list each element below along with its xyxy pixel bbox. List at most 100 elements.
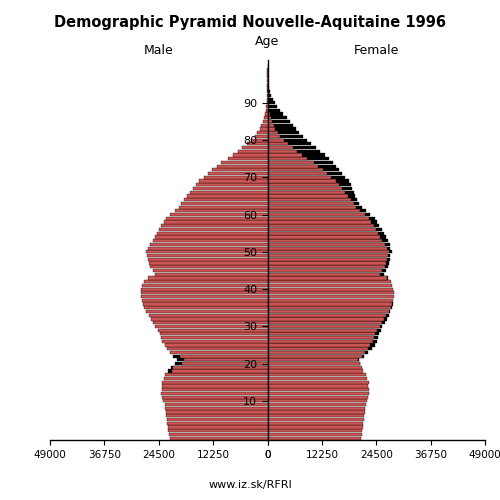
Bar: [268, 298, 393, 302]
Title: Female: Female: [354, 44, 399, 58]
Bar: [258, 131, 268, 134]
Bar: [265, 112, 268, 116]
Bar: [262, 120, 268, 123]
Bar: [268, 314, 388, 317]
Bar: [268, 190, 354, 194]
Bar: [268, 254, 390, 257]
Bar: [268, 120, 272, 123]
Bar: [166, 216, 268, 220]
Bar: [268, 306, 392, 310]
Bar: [268, 190, 344, 194]
Bar: [268, 318, 384, 320]
Bar: [268, 220, 377, 224]
Bar: [148, 276, 268, 280]
Bar: [148, 314, 268, 317]
Bar: [268, 306, 392, 310]
Bar: [268, 146, 293, 149]
Bar: [268, 302, 392, 306]
Bar: [268, 384, 368, 388]
Bar: [149, 262, 268, 264]
Bar: [268, 206, 356, 208]
Bar: [268, 183, 339, 186]
Bar: [268, 224, 374, 228]
Bar: [268, 164, 336, 168]
Bar: [167, 347, 268, 350]
Bar: [162, 340, 268, 343]
Bar: [268, 236, 386, 238]
Bar: [268, 228, 382, 231]
Bar: [268, 86, 269, 90]
Bar: [160, 332, 268, 336]
Bar: [143, 302, 268, 306]
Bar: [268, 213, 364, 216]
Bar: [170, 351, 268, 354]
Bar: [268, 157, 307, 160]
Bar: [268, 176, 344, 179]
Bar: [268, 131, 299, 134]
Bar: [268, 246, 390, 250]
Bar: [199, 180, 268, 182]
Bar: [164, 220, 268, 224]
Bar: [142, 288, 268, 290]
Bar: [268, 94, 271, 97]
Bar: [174, 210, 268, 212]
Bar: [146, 250, 268, 254]
Bar: [268, 380, 368, 384]
Bar: [159, 228, 268, 231]
Bar: [184, 198, 268, 202]
Bar: [268, 198, 351, 202]
Bar: [170, 436, 268, 440]
Bar: [268, 310, 390, 313]
Bar: [254, 135, 268, 138]
Bar: [268, 436, 360, 440]
Bar: [268, 112, 270, 116]
Bar: [268, 180, 336, 182]
Bar: [222, 161, 268, 164]
Bar: [260, 128, 268, 130]
Bar: [151, 318, 268, 320]
Bar: [170, 213, 268, 216]
Bar: [268, 321, 382, 324]
Bar: [234, 154, 268, 156]
Bar: [180, 354, 268, 358]
Bar: [140, 292, 268, 294]
Bar: [268, 172, 327, 175]
Bar: [268, 112, 283, 116]
Bar: [262, 124, 268, 127]
Bar: [152, 239, 268, 242]
Bar: [268, 265, 384, 268]
Bar: [268, 168, 339, 172]
Bar: [153, 321, 268, 324]
Bar: [268, 292, 394, 294]
Bar: [268, 422, 364, 425]
Bar: [268, 351, 365, 354]
Bar: [268, 336, 374, 339]
Bar: [268, 265, 388, 268]
Bar: [268, 108, 280, 112]
Bar: [268, 142, 288, 146]
Bar: [268, 120, 290, 123]
Bar: [268, 325, 382, 328]
Bar: [268, 426, 363, 428]
Bar: [190, 190, 268, 194]
Bar: [179, 206, 268, 208]
Bar: [165, 344, 268, 346]
Bar: [268, 213, 370, 216]
Bar: [268, 124, 293, 127]
Bar: [162, 396, 268, 398]
Bar: [268, 128, 276, 130]
Bar: [204, 176, 268, 179]
Bar: [147, 254, 268, 257]
Bar: [268, 336, 378, 339]
Bar: [146, 310, 268, 313]
Bar: [169, 433, 268, 436]
Bar: [268, 90, 270, 93]
Bar: [268, 172, 342, 175]
Bar: [162, 380, 268, 384]
Bar: [268, 154, 302, 156]
Bar: [166, 418, 268, 421]
Bar: [268, 198, 357, 202]
Bar: [268, 150, 297, 153]
Bar: [155, 272, 268, 276]
Bar: [266, 105, 268, 108]
